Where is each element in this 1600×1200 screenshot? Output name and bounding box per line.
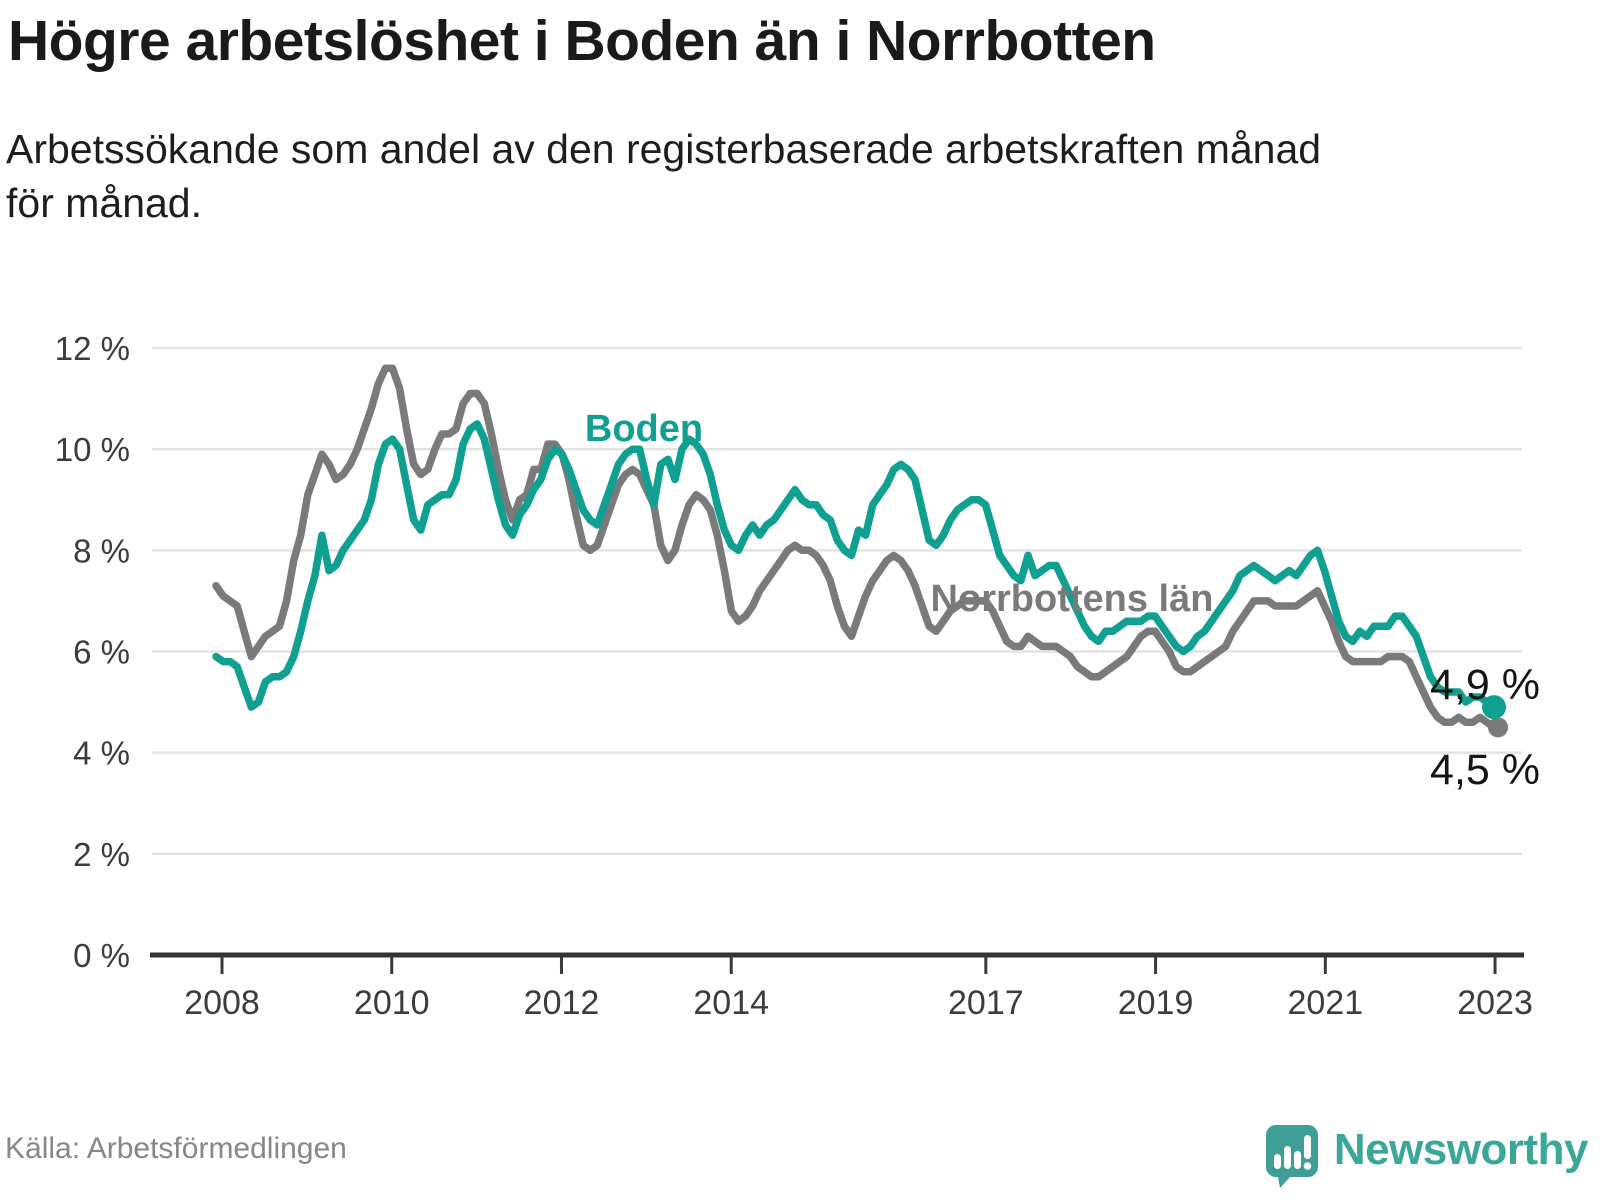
x-tick-label: 2008 <box>184 984 260 1022</box>
y-tick-label: 0 % <box>73 937 130 974</box>
end-dot-boden <box>1482 695 1506 720</box>
y-tick-label: 10 % <box>55 431 130 468</box>
source-note: Källa: Arbetsförmedlingen <box>5 1132 347 1165</box>
end-value-label-norrbotten: 4,5 % <box>1430 746 1540 794</box>
exclamation-bar <box>1303 1135 1311 1159</box>
x-tick-label: 2021 <box>1287 984 1363 1022</box>
series-label-boden: Boden <box>585 408 703 450</box>
series-lines <box>212 364 1498 732</box>
x-tick-label: 2019 <box>1118 984 1194 1022</box>
y-tick-label: 2 % <box>73 836 130 873</box>
y-tick-label: 12 % <box>55 330 130 367</box>
exclamation-dot <box>1303 1162 1312 1170</box>
y-tick-label: 6 % <box>73 634 130 671</box>
x-tick-label: 2012 <box>524 984 600 1022</box>
x-tick-label: 2017 <box>948 984 1024 1022</box>
chart-subtitle: Arbetssökande som andel av den registerb… <box>6 122 1566 230</box>
subtitle-line-1: Arbetssökande som andel av den registerb… <box>6 126 1322 172</box>
newsworthy-logo: Newsworthy <box>1264 1112 1589 1200</box>
bar-2 <box>1283 1146 1291 1169</box>
subtitle-line-2: för månad. <box>6 180 202 227</box>
x-tick-label: 2014 <box>693 984 769 1022</box>
series-end-dots <box>1482 695 1508 738</box>
end-value-label-boden: 4,9 % <box>1430 661 1540 709</box>
bar-1 <box>1273 1154 1281 1169</box>
series-line-norrbotten <box>212 364 1498 732</box>
bar-3 <box>1293 1151 1301 1169</box>
y-axis-labels: 12 % 10 % 8 % 6 % 4 % 2 % 0 % <box>55 330 130 974</box>
x-tick-label: 2023 <box>1457 984 1533 1022</box>
series-line-boden <box>212 420 1498 711</box>
newsworthy-bubble-icon <box>1265 1125 1318 1188</box>
brand-wordmark: Newsworthy <box>1333 1125 1589 1174</box>
end-dot-norrbotten <box>1488 717 1508 738</box>
series-label-norrbotten: Norrbottens län <box>931 578 1214 620</box>
x-axis-ticks <box>220 955 1497 974</box>
y-tick-label: 8 % <box>73 532 130 569</box>
y-tick-label: 4 % <box>73 735 130 772</box>
x-tick-label: 2010 <box>354 984 430 1022</box>
page-title: Högre arbetslöshet i Boden än i Norrbott… <box>8 9 1156 73</box>
x-axis-tick-labels: 2008 2010 2012 2014 2017 2019 2021 2023 <box>184 984 1533 1022</box>
